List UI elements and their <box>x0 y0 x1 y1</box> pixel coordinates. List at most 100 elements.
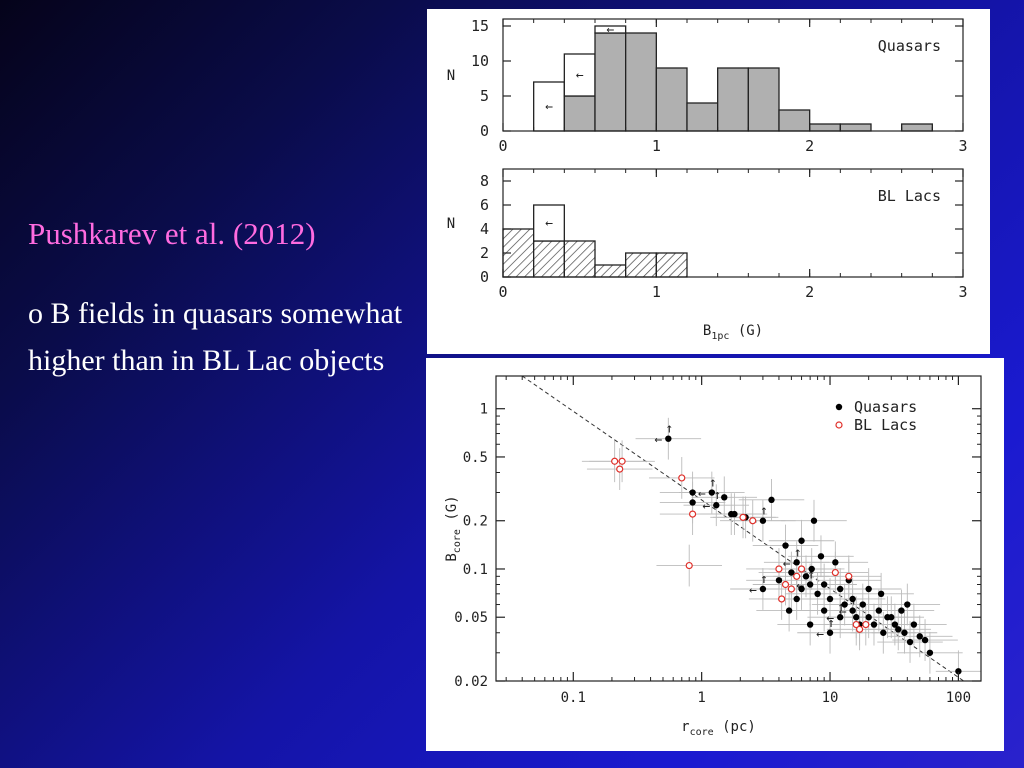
y-axis-label: N <box>447 68 455 84</box>
scatter-panel: ←↑←↑←↑←↑←↑←↑←↑←↑←↑←↑0.111010010.50.20.10… <box>426 358 1004 751</box>
quasar-point <box>841 601 848 608</box>
limit-arrow: ← <box>654 433 662 448</box>
bllac-point <box>862 620 870 629</box>
upper-limit-arrow: ← <box>576 68 584 83</box>
quasar-point <box>788 569 795 576</box>
quasar-point <box>806 581 814 588</box>
quasar-point <box>820 607 828 614</box>
histogram-bar <box>655 252 688 278</box>
quasar-point <box>817 553 825 560</box>
legend-quasar-marker <box>835 403 843 411</box>
histogram-bar <box>655 67 688 132</box>
y-tick-label: 6 <box>480 196 489 214</box>
y-tick-label: 5 <box>480 87 489 105</box>
x-tick-label: 2 <box>805 137 814 155</box>
limit-arrow: ↑ <box>665 422 673 437</box>
bllac-point <box>787 585 795 593</box>
quasar-point <box>898 607 905 614</box>
bllac-point <box>618 457 626 465</box>
quasar-point <box>888 614 895 621</box>
quasar-point <box>875 607 883 614</box>
y-axis-label: N <box>447 216 455 232</box>
upper-limit-arrow: ← <box>545 100 553 115</box>
legend-bllac-marker <box>835 421 843 429</box>
y-tick-label: 2 <box>480 244 489 262</box>
x-tick-label: 100 <box>946 690 971 706</box>
limit-arrow: ↑ <box>794 545 802 560</box>
y-tick-label: 4 <box>480 220 489 238</box>
x-tick-label: 2 <box>805 283 814 301</box>
histogram-bar <box>839 123 872 132</box>
x-tick-label: 1 <box>652 283 661 301</box>
quasar-point <box>793 559 800 566</box>
citation-text: Pushkarev et al. (2012) <box>28 216 316 251</box>
legend-bllac-label: BL Lacs <box>854 416 917 434</box>
y-tick-label: 0.2 <box>463 514 488 530</box>
upper-limit-arrow: ← <box>606 23 614 38</box>
quasar-point <box>891 621 899 628</box>
quasar-point <box>916 633 923 640</box>
quasar-point <box>880 629 887 636</box>
bllac-point <box>856 625 864 633</box>
quasar-point <box>859 601 866 608</box>
quasar-point <box>910 621 918 628</box>
quasar-point <box>906 638 914 646</box>
quasar-point <box>836 585 844 593</box>
quasar-point <box>870 621 878 628</box>
histogram-panel: ← ← ← 0 1 2 3 0 5 10 15 N Quasars ← 0 1 2 3 0 2 4 6 8 N BL Lacs… <box>427 9 990 354</box>
x-tick-label: 10 <box>822 690 839 706</box>
histogram-bar <box>747 67 780 132</box>
limit-arrow: ↑ <box>709 476 717 491</box>
quasar-point <box>793 595 800 603</box>
limit-arrow: ← <box>796 579 804 594</box>
limit-arrow: ← <box>816 627 824 642</box>
y-tick-label: 1 <box>480 402 488 418</box>
quasar-point <box>836 614 844 621</box>
quasars-histogram: ← ← ← 0 1 2 3 0 5 10 15 N Quasars <box>447 17 968 155</box>
histogram-bar <box>778 109 811 132</box>
x-axis-label: rcore (pc) <box>681 719 756 738</box>
histogram-bar <box>594 32 627 132</box>
limit-arrow: ← <box>839 605 847 620</box>
bullet-text: B fields in quasars somewhat higher than… <box>28 297 403 377</box>
limit-arrow: ↑ <box>827 616 835 631</box>
bllac-point <box>781 580 790 589</box>
histogram-bar <box>594 264 627 278</box>
panel-label: BL Lacs <box>878 187 941 205</box>
quasar-point <box>865 585 872 593</box>
quasar-point <box>713 502 720 509</box>
bullet-point: o B fields in quasars somewhat higher th… <box>28 290 408 384</box>
quasar-point <box>806 621 814 628</box>
legend-quasar-label: Quasars <box>854 398 917 416</box>
quasar-point <box>904 601 911 608</box>
quasar-point <box>849 595 856 603</box>
quasar-point <box>814 590 821 598</box>
y-tick-label: 8 <box>480 172 489 190</box>
histogram-bar <box>717 67 749 132</box>
quasar-point <box>768 496 775 504</box>
bllac-point <box>778 595 786 603</box>
quasar-point <box>810 517 818 524</box>
quasar-point <box>808 565 815 573</box>
y-tick-label: 0.05 <box>454 610 488 626</box>
quasar-point <box>708 489 716 496</box>
y-tick-label: 10 <box>471 52 489 70</box>
quasar-point <box>731 510 738 518</box>
quasar-point <box>759 585 767 593</box>
limit-arrow: ← <box>749 583 757 598</box>
quasar-point <box>689 489 696 496</box>
y-tick-label: 0.02 <box>454 674 488 690</box>
quasar-point <box>926 649 934 656</box>
quasar-point <box>853 614 860 621</box>
quasar-point <box>832 559 839 566</box>
plot-frame <box>495 375 982 682</box>
bllac-point <box>852 620 860 629</box>
x-tick-label: 3 <box>958 137 967 155</box>
limit-arrow: ↑ <box>760 572 768 587</box>
y-tick-label: 0.5 <box>463 450 488 466</box>
quasar-point <box>802 573 810 580</box>
histogram-bar <box>625 252 657 278</box>
bllac-point <box>831 568 839 577</box>
quasar-point <box>955 668 962 675</box>
histogram-limit-bar <box>533 204 565 242</box>
